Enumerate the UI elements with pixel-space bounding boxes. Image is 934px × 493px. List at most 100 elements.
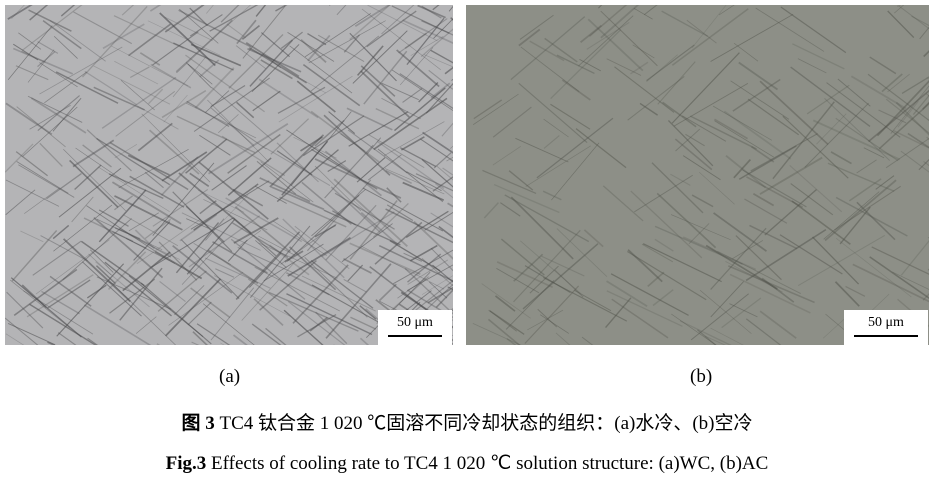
texture-line <box>276 142 319 183</box>
texture-line <box>129 66 150 79</box>
texture-line <box>260 161 314 203</box>
texture-line <box>710 227 767 290</box>
texture-line <box>172 56 207 98</box>
texture-line <box>119 267 163 321</box>
texture-line <box>845 285 866 297</box>
texture-line <box>641 243 674 263</box>
texture-line <box>399 147 437 168</box>
texture-line <box>581 336 594 345</box>
texture-line <box>148 129 200 175</box>
texture-line <box>211 87 273 141</box>
texture-line <box>543 118 569 138</box>
texture-line <box>376 140 445 189</box>
texture-line <box>670 173 691 186</box>
texture-line <box>539 314 569 334</box>
texture-line <box>779 234 843 275</box>
texture-line <box>890 85 929 134</box>
texture-line <box>46 279 91 309</box>
texture-line <box>424 211 453 231</box>
texture-line <box>114 195 133 211</box>
texture-line <box>430 247 453 272</box>
texture-line <box>325 263 392 339</box>
texture-line <box>136 218 201 265</box>
texture-line <box>18 32 42 50</box>
texture-line <box>27 49 55 83</box>
texture-line <box>385 169 412 184</box>
texture-line <box>696 329 717 345</box>
texture-line <box>225 197 303 243</box>
panel-label-a: (a) <box>219 366 241 387</box>
texture-line <box>6 291 44 329</box>
texture-line <box>875 175 895 190</box>
texture-line <box>210 287 255 341</box>
texture-line <box>187 63 213 85</box>
texture-line <box>527 309 564 331</box>
texture-line <box>185 54 265 113</box>
texture-line <box>759 310 797 339</box>
texture-line <box>52 224 70 240</box>
texture-line <box>367 154 402 181</box>
texture-line <box>202 303 255 345</box>
texture-line <box>632 44 655 59</box>
texture-line <box>525 145 591 187</box>
texture-line <box>359 337 370 345</box>
texture-line <box>413 220 453 260</box>
texture-line <box>745 228 827 282</box>
texture-line <box>69 159 119 208</box>
texture-line <box>368 134 425 169</box>
texture-line <box>86 284 107 299</box>
texture-line <box>332 210 356 226</box>
texture-line <box>113 15 184 49</box>
texture-line <box>481 283 531 319</box>
texture-line <box>314 165 362 212</box>
texture-line <box>349 200 398 260</box>
texture-line <box>529 265 559 294</box>
texture-line <box>448 5 453 12</box>
texture-line <box>152 162 215 236</box>
texture-line <box>211 165 247 191</box>
texture-line <box>738 61 778 91</box>
texture-line <box>366 271 431 339</box>
texture-line <box>185 62 212 89</box>
texture-line <box>606 290 683 327</box>
texture-line <box>161 151 208 182</box>
texture-line <box>95 261 150 308</box>
texture-line <box>927 237 929 239</box>
texture-line <box>287 301 346 345</box>
texture-line <box>255 5 267 17</box>
texture-line <box>227 157 272 196</box>
texture-line <box>901 76 929 95</box>
texture-line <box>325 204 377 261</box>
texture-line <box>496 261 553 288</box>
texture-line <box>378 283 397 302</box>
texture-line <box>280 31 303 49</box>
texture-line <box>270 118 310 155</box>
texture-line <box>96 218 163 251</box>
texture-line <box>647 271 665 288</box>
texture-line <box>729 303 758 318</box>
texture-line <box>506 338 517 345</box>
texture-line <box>159 12 216 67</box>
texture-line <box>383 121 445 157</box>
texture-line <box>290 111 352 186</box>
texture-line <box>272 220 327 256</box>
texture-line <box>792 43 845 70</box>
texture-line <box>661 10 709 37</box>
texture-line <box>156 343 161 345</box>
texture-line <box>147 20 221 56</box>
texture-line <box>555 332 571 345</box>
texture-line <box>164 278 222 337</box>
texture-line <box>227 133 281 174</box>
texture-line <box>227 239 248 262</box>
texture-line <box>42 20 82 50</box>
texture-line <box>356 45 384 76</box>
texture-line <box>427 286 453 304</box>
texture-line <box>386 187 402 203</box>
texture-line <box>123 214 179 247</box>
texture-line <box>633 7 653 20</box>
texture-line <box>5 189 36 216</box>
texture-line <box>699 171 735 205</box>
texture-line <box>334 192 395 230</box>
caption-english: Fig.3 Effects of cooling rate to TC4 1 0… <box>165 453 769 474</box>
texture-line <box>725 154 767 189</box>
